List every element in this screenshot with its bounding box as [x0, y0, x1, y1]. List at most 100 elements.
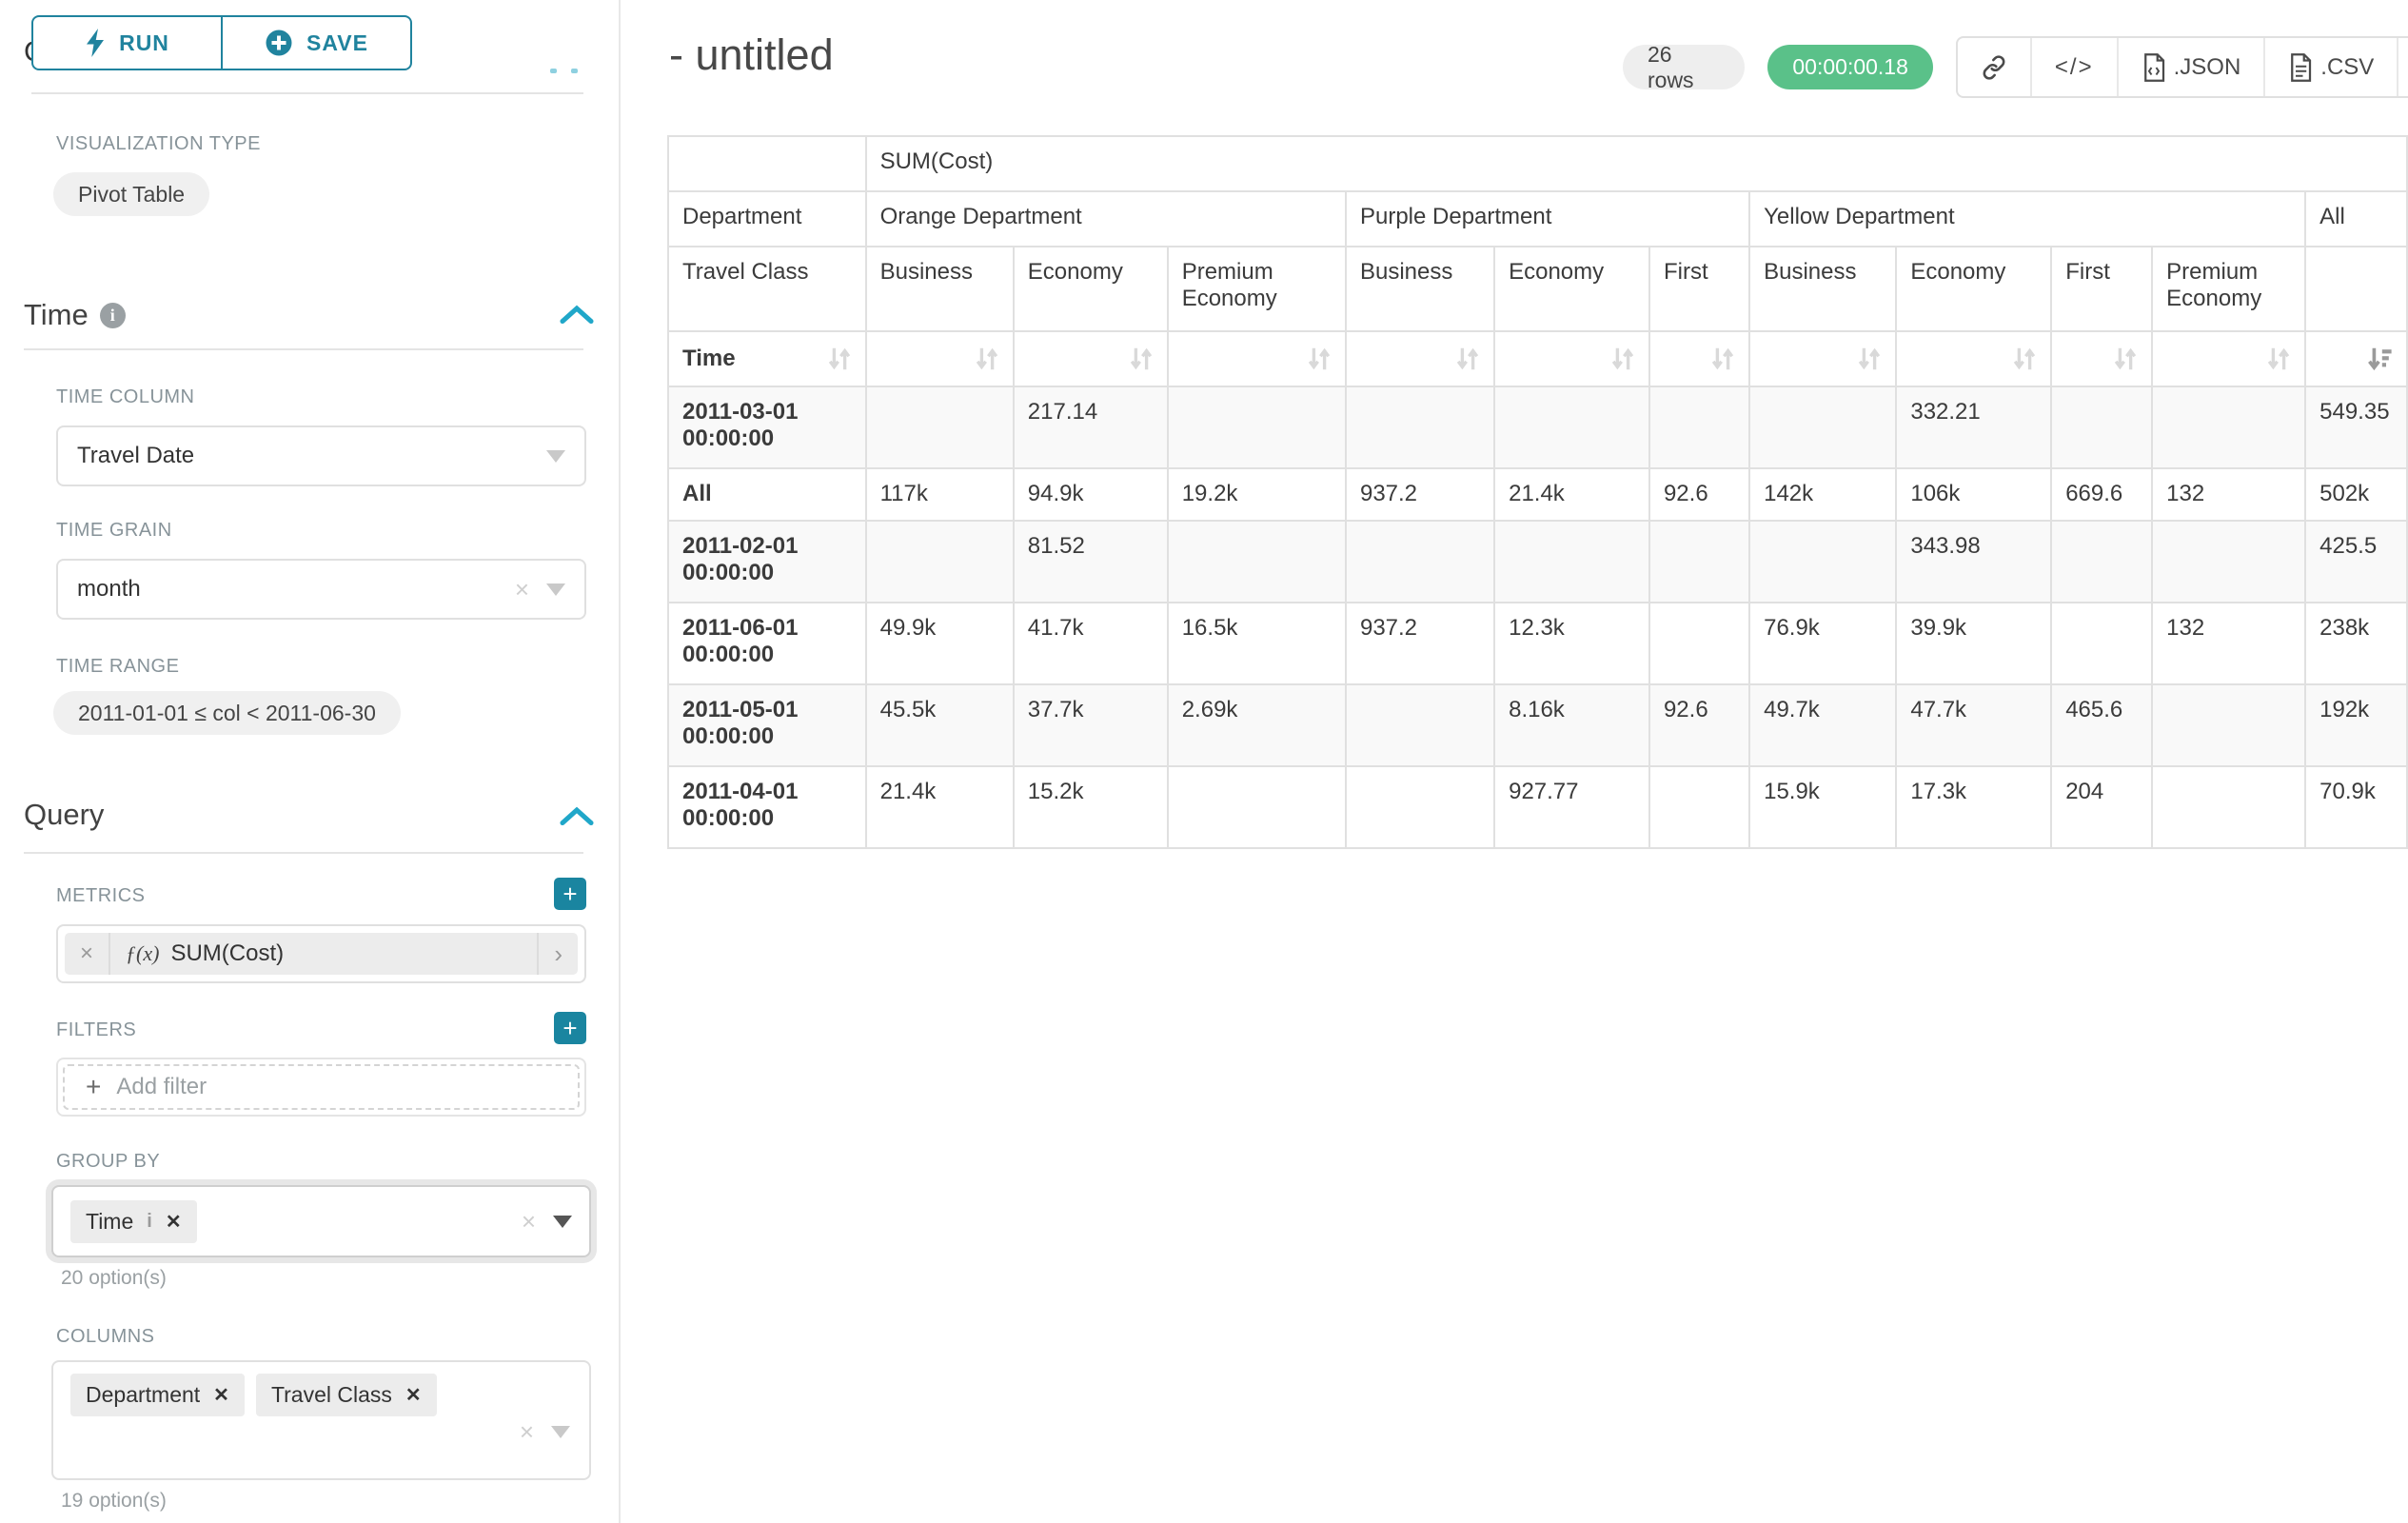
value-cell	[1649, 522, 1749, 602]
viz-type-pill[interactable]: Pivot Table	[53, 172, 210, 216]
save-button[interactable]: SAVE	[222, 15, 412, 70]
clear-icon[interactable]: ×	[521, 1206, 536, 1236]
table-row: All 117k 94.9k 19.2k 937.2 21.4k 92.6 142k 106k 6…	[669, 469, 2406, 520]
result-badges: 26 rows 00:00:00.18 </> .JSON .CSV	[1623, 36, 2408, 98]
table-row: 2011-03-01 00:00:00 217.14 332.21 549.35	[669, 387, 2406, 467]
value-cell: 21.4k	[866, 767, 1013, 847]
value-cell	[1346, 767, 1494, 847]
remove-tag-icon[interactable]: ✕	[165, 1211, 182, 1233]
view-query-button[interactable]: </>	[2029, 38, 2117, 96]
sort-icon	[2014, 347, 2036, 370]
time-column-select[interactable]: Travel Date	[56, 425, 586, 486]
export-csv-button[interactable]: .CSV	[2263, 38, 2397, 96]
metric-pill[interactable]: × ƒ(x) SUM(Cost) ›	[65, 933, 578, 975]
query-section-header: Query	[24, 798, 105, 831]
table-row: 2011-04-01 00:00:00 21.4k 15.2k 927.77 15.9k…	[669, 767, 2406, 847]
run-button[interactable]: RUN	[31, 15, 222, 70]
column-sort-cell[interactable]	[1168, 332, 1345, 386]
column-sort-cell[interactable]	[2153, 332, 2305, 386]
value-cell	[866, 522, 1013, 602]
value-cell	[2052, 387, 2152, 467]
value-cell	[1346, 685, 1494, 765]
columns-select[interactable]: Department ✕ Travel Class ✕ ×	[51, 1360, 591, 1480]
row-count-badge: 26 rows	[1623, 42, 1746, 92]
travel-class-cell: First	[1649, 247, 1749, 330]
value-cell: 70.9k	[2306, 767, 2406, 847]
metrics-container: × ƒ(x) SUM(Cost) ›	[56, 924, 586, 983]
value-cell: 49.7k	[1750, 685, 1896, 765]
value-cell: 142k	[1750, 469, 1896, 520]
value-cell	[1168, 387, 1345, 467]
sort-icon	[2267, 347, 2290, 370]
time-range-pill[interactable]: 2011-01-01 ≤ col < 2011-06-30	[53, 691, 401, 735]
column-sort-cell[interactable]	[2052, 332, 2152, 386]
time-sort-cell[interactable]: Time	[669, 332, 865, 386]
sort-icon	[1711, 347, 1734, 370]
remove-metric-icon[interactable]: ×	[80, 940, 94, 966]
group-by-label: GROUP BY	[56, 1151, 161, 1172]
column-sort-cell[interactable]	[866, 332, 1013, 386]
sort-icon	[976, 347, 997, 370]
chart-title[interactable]: - untitled	[669, 30, 834, 79]
column-sort-cell[interactable]	[1495, 332, 1648, 386]
metric-header-cell: SUM(Cost)	[866, 137, 2406, 190]
column-sort-cell[interactable]	[2306, 332, 2406, 386]
sort-icon	[1130, 347, 1152, 370]
collapse-time-chevron-icon[interactable]	[560, 303, 594, 326]
department-label-cell: Department	[669, 192, 865, 246]
travel-class-cell: Premium Economy	[1168, 247, 1345, 330]
remove-tag-icon[interactable]: ✕	[213, 1385, 229, 1406]
columns-options-hint: 19 option(s)	[61, 1490, 167, 1512]
expand-metric-icon[interactable]: ›	[554, 939, 563, 968]
plus-circle-icon	[266, 30, 292, 56]
department-header-row: Department Orange Department Purple Depart…	[669, 192, 2406, 246]
pivot-table-container: SUM(Cost) Department Orange Department Purp…	[667, 135, 2408, 849]
value-cell	[866, 387, 1013, 467]
value-cell: 49.9k	[866, 603, 1013, 683]
value-cell	[2153, 767, 2305, 847]
sort-icon	[1308, 347, 1331, 370]
clear-icon[interactable]: ×	[514, 574, 529, 603]
plus-icon: +	[86, 1072, 102, 1101]
add-filter-plus-button[interactable]: +	[554, 1012, 586, 1044]
column-sort-cell[interactable]	[1897, 332, 2051, 386]
value-cell: 45.5k	[866, 685, 1013, 765]
column-sort-cell[interactable]	[1346, 332, 1494, 386]
filters-label: FILTERS	[56, 1019, 137, 1040]
menu-button[interactable]	[2397, 38, 2408, 96]
row-header-cell: 2011-06-01 00:00:00	[669, 603, 865, 683]
column-sort-cell[interactable]	[1014, 332, 1167, 386]
column-sort-cell[interactable]	[1750, 332, 1896, 386]
collapse-query-chevron-icon[interactable]	[560, 804, 594, 827]
value-cell: 92.6	[1649, 685, 1749, 765]
caret-down-icon	[553, 1215, 572, 1228]
group-by-select[interactable]: Time i ✕ ×	[51, 1185, 591, 1257]
value-cell: 332.21	[1897, 387, 2051, 467]
remove-tag-icon[interactable]: ✕	[405, 1385, 422, 1406]
value-cell: 425.5	[2306, 522, 2406, 602]
value-cell: 8.16k	[1495, 685, 1648, 765]
filters-container: + Add filter	[56, 1058, 586, 1117]
department-group-cell: Yellow Department	[1750, 192, 2305, 246]
query-timer-badge: 00:00:00.18	[1767, 45, 1933, 89]
value-cell: 549.35	[2306, 387, 2406, 467]
value-cell: 19.2k	[1168, 469, 1345, 520]
value-cell: 15.2k	[1014, 767, 1167, 847]
value-cell: 192k	[2306, 685, 2406, 765]
time-grain-select[interactable]: month ×	[56, 559, 586, 620]
copy-link-button[interactable]	[1958, 38, 2030, 96]
divider	[24, 348, 583, 350]
add-filter-button[interactable]: + Add filter	[63, 1064, 580, 1110]
row-header-cell: All	[669, 469, 865, 520]
add-metric-button[interactable]: +	[554, 878, 586, 910]
divider	[24, 852, 583, 854]
clear-icon[interactable]: ×	[519, 1417, 534, 1446]
value-cell: 465.6	[2052, 685, 2152, 765]
info-icon[interactable]: i	[99, 302, 126, 328]
export-json-button[interactable]: .JSON	[2116, 38, 2264, 96]
value-cell: 132	[2153, 603, 2305, 683]
info-icon[interactable]: i	[147, 1210, 152, 1232]
column-sort-cell[interactable]	[1649, 332, 1749, 386]
value-cell: 76.9k	[1750, 603, 1896, 683]
